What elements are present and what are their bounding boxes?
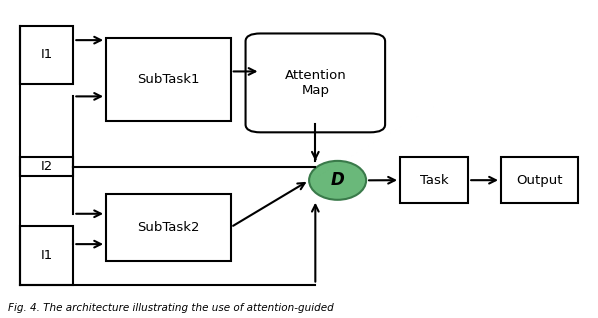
Text: Attention
Map: Attention Map (285, 69, 346, 97)
Bar (20, 26, 74, 84)
Text: I1: I1 (41, 48, 53, 61)
Bar (20, 226, 74, 285)
Ellipse shape (309, 161, 366, 200)
Bar (501, 157, 578, 203)
Text: SubTask1: SubTask1 (137, 73, 200, 86)
Bar (400, 157, 468, 203)
Text: SubTask2: SubTask2 (137, 221, 200, 234)
Text: I1: I1 (41, 249, 53, 262)
Bar (20, 157, 74, 176)
Text: D: D (331, 171, 344, 189)
Text: Fig. 4. The architecture illustrating the use of attention-guided: Fig. 4. The architecture illustrating th… (8, 303, 334, 313)
Bar (106, 38, 231, 121)
Text: Output: Output (516, 174, 563, 187)
Bar (106, 194, 231, 261)
Text: Task: Task (420, 174, 448, 187)
Text: I2: I2 (41, 160, 53, 173)
FancyBboxPatch shape (246, 33, 385, 132)
